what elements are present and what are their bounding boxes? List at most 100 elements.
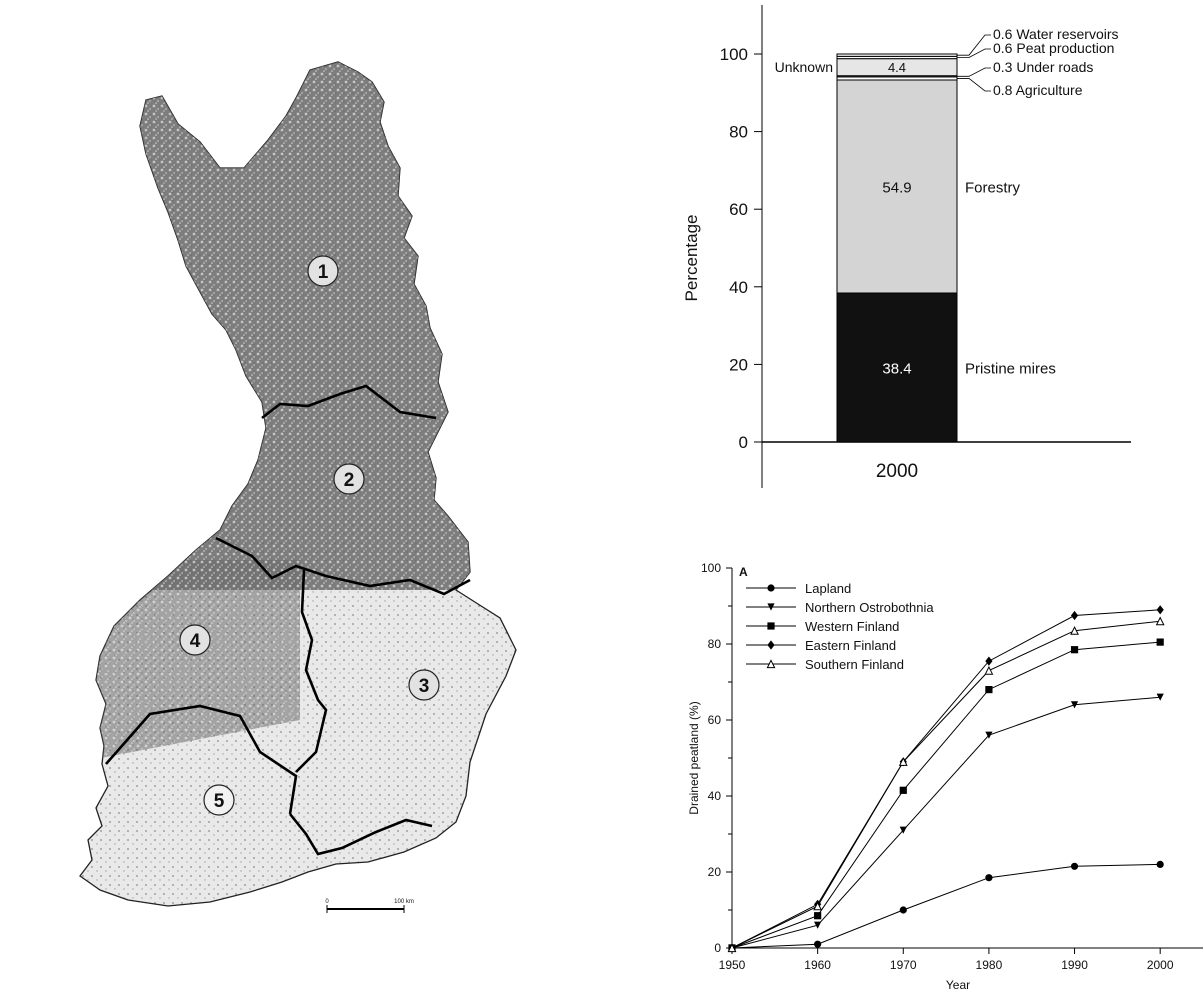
bar-callout-label-peat-production: 0.6 Peat production	[993, 40, 1114, 56]
bar-x-category-label: 2000	[876, 461, 918, 482]
line-point-lapland	[1156, 860, 1164, 868]
line-point-lapland	[899, 906, 907, 914]
boundary-3-5	[288, 813, 433, 856]
region-number-3: 3	[419, 676, 430, 697]
bar-callout-leader-under-roads	[957, 67, 991, 77]
bar-category-label-forestry: Forestry	[965, 180, 1021, 197]
line-series-lapland	[731, 863, 1161, 949]
region-boundaries	[105, 384, 471, 856]
line-x-tick-label: 1980	[976, 958, 1003, 972]
line-panel-label: A	[739, 565, 748, 579]
bar-callout-label-agriculture: 0.8 Agriculture	[993, 82, 1083, 98]
bar-callout-label-water-reservoirs: 0.6 Water reservoirs	[993, 26, 1119, 42]
bar-annotations: 38.4 Pristine mires 54.9 Forestry 0.8 Agricu…	[775, 26, 1119, 378]
line-y-tick-label: 60	[708, 713, 722, 727]
bar-y-tick-label: 60	[729, 200, 748, 219]
legend-label-southern-finland: Southern Finland	[805, 657, 904, 672]
line-series-southern-finland	[731, 620, 1161, 949]
peat-area-north	[120, 62, 516, 590]
line-y-axis-label: Drained peatland (%)	[687, 701, 701, 814]
legend-label-lapland: Lapland	[805, 581, 851, 596]
bar-value-label-forestry: 54.9	[882, 180, 911, 197]
bar-y-tick-label: 80	[729, 123, 748, 142]
scale-bar: 0 100 km	[325, 899, 414, 913]
line-point-eastern-finland	[1156, 605, 1164, 615]
bar-y-tick-label: 20	[729, 355, 748, 374]
bar-y-tick-label: 40	[729, 278, 748, 297]
bar-category-label-pristine-mires: Pristine mires	[965, 361, 1056, 378]
legend-label-eastern-finland: Eastern Finland	[805, 638, 896, 653]
bar-y-tick-label: 100	[720, 45, 748, 64]
line-y-tick-label: 40	[708, 789, 722, 803]
line-point-western-finland	[1070, 646, 1079, 654]
line-point-northern-ostrobothnia	[814, 921, 822, 929]
line-point-southern-finland	[1155, 616, 1165, 626]
line-y-ticks: 0 20 40 60 80 100	[701, 561, 732, 955]
line-point-western-finland	[814, 912, 822, 920]
line-y-tick-label: 0	[714, 941, 721, 955]
bar-value-label-pristine-mires: 38.4	[882, 361, 911, 378]
line-point-lapland	[985, 874, 993, 882]
region-number-2: 2	[344, 470, 355, 491]
line-series-eastern-finland	[731, 609, 1161, 949]
peatland-use-bar-chart: 0 20 40 60 80 100 Percentage 38.4 Pristine mir…	[682, 5, 1131, 488]
line-y-tick-label: 100	[701, 561, 721, 575]
line-point-lapland	[814, 940, 822, 948]
line-point-southern-finland	[898, 757, 908, 766]
bar-callout-label-under-roads: 0.3 Under roads	[993, 59, 1093, 75]
boundary-1-2	[261, 384, 437, 420]
bar-segments	[836, 53, 958, 443]
region-label-4: 4	[179, 624, 211, 656]
line-y-tick-label: 20	[708, 865, 722, 879]
scale-bar-end: 100 km	[394, 899, 414, 905]
line-point-southern-finland	[813, 901, 823, 911]
line-point-eastern-finland	[1070, 610, 1079, 621]
line-series-western-finland	[731, 641, 1161, 949]
line-point-northern-ostrobothnia	[899, 826, 907, 834]
line-x-axis-label: Year	[946, 978, 970, 992]
boundary-3-4	[295, 569, 328, 773]
legend-marker-northern-ostrobothnia	[767, 603, 775, 611]
bar-segment-pristine-mires	[836, 292, 958, 443]
line-series-northern-ostrobothnia	[731, 696, 1161, 949]
region-number-4: 4	[190, 631, 201, 652]
bar-value-label-unknown: 4.4	[888, 60, 906, 75]
line-point-southern-finland	[984, 665, 994, 675]
line-point-northern-ostrobothnia	[1156, 693, 1164, 701]
line-point-western-finland	[985, 686, 993, 694]
region-label-5: 5	[203, 784, 235, 816]
line-legend: Lapland Northern Ostrobothnia Western Finl…	[746, 581, 934, 672]
line-point-southern-finland	[727, 943, 737, 953]
region-label-1: 1	[307, 255, 339, 287]
line-x-tick-label: 1960	[804, 958, 831, 972]
line-y-tick-label: 80	[708, 637, 722, 651]
line-x-tick-label: 2000	[1147, 958, 1174, 972]
bar-callout-leader-water-reservoirs	[957, 34, 991, 56]
bar-segment-water-reservoirs	[836, 53, 958, 57]
finland-peatland-map: 1 2 3 4 5 0 100 km	[79, 61, 517, 913]
region-number-1: 1	[318, 262, 329, 283]
line-x-tick-label: 1970	[890, 958, 917, 972]
line-x-tick-label: 1990	[1061, 958, 1088, 972]
legend-marker-eastern-finland	[767, 640, 775, 650]
legend-marker-western-finland	[767, 622, 775, 630]
peat-area-west	[90, 560, 300, 760]
line-point-northern-ostrobothnia	[1070, 701, 1079, 709]
line-point-eastern-finland	[985, 656, 993, 666]
legend-marker-southern-finland	[766, 659, 776, 669]
bar-y-axis-label: Percentage	[682, 215, 701, 302]
bar-callout-leader-agriculture	[957, 78, 991, 92]
legend-label-western-finland: Western Finland	[805, 619, 899, 634]
region-number-5: 5	[214, 791, 225, 812]
bar-callout-leader-peat-production	[957, 48, 991, 58]
bar-y-tick-label: 0	[739, 433, 748, 452]
line-point-southern-finland	[1070, 625, 1079, 635]
line-point-western-finland	[899, 786, 907, 794]
line-x-ticks: 1950 1960 1970 1980 1990 2000	[719, 948, 1174, 972]
line-x-tick-label: 1950	[719, 958, 746, 972]
bar-segment-forestry	[836, 79, 958, 294]
line-point-western-finland	[1156, 638, 1164, 646]
bar-y-ticks: 0 20 40 60 80 100	[720, 45, 762, 452]
line-point-lapland	[1070, 862, 1079, 870]
